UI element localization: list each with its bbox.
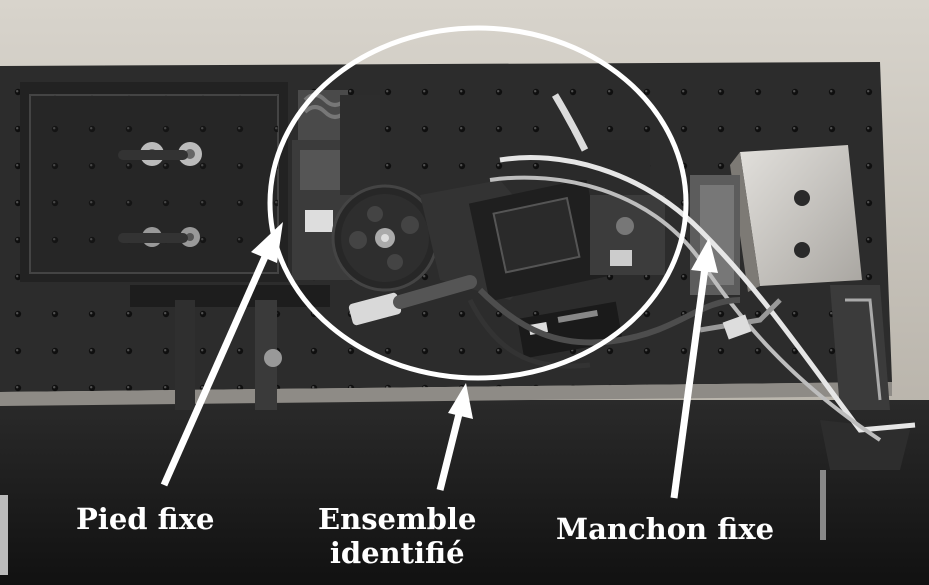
- label-ensemble-line1: Ensemble: [318, 502, 477, 536]
- arrow-up-icon: [436, 383, 473, 491]
- dark-floor: [0, 400, 929, 585]
- label-pied-fixe: Pied fixe: [76, 502, 215, 536]
- breadboard-edge: [0, 382, 892, 406]
- arrow-up-icon: [160, 222, 283, 487]
- arrow-up-icon: [670, 238, 718, 499]
- label-manchon-fixe: Manchon fixe: [556, 512, 775, 546]
- sleeve-block: [740, 145, 862, 286]
- label-ensemble-line2: identifié: [329, 536, 465, 570]
- label-ensemble-identifie: Ensemble identifié: [318, 502, 476, 570]
- highlight-ellipse: [267, 25, 689, 381]
